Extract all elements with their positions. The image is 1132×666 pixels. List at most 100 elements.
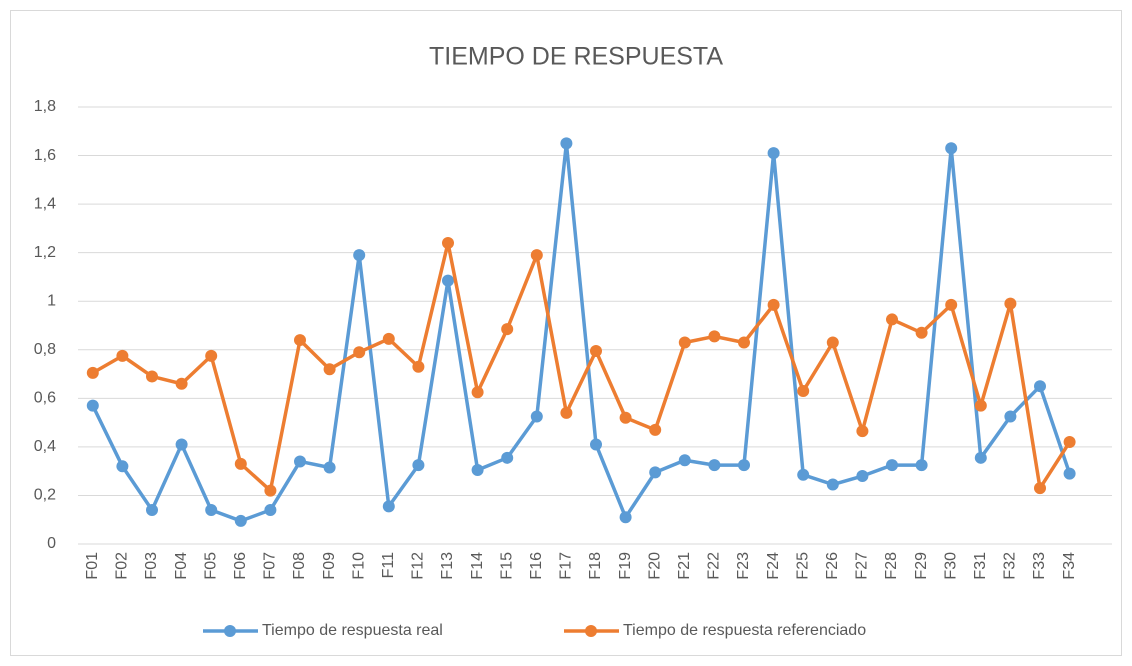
point — [323, 363, 336, 376]
point — [1004, 297, 1017, 310]
point — [708, 459, 721, 472]
point — [649, 423, 662, 436]
point — [86, 366, 99, 379]
x-tick-label: F25 — [794, 552, 811, 580]
point — [826, 336, 839, 349]
x-tick-label: F04 — [173, 552, 190, 580]
point — [886, 313, 898, 326]
x-tick-label: F22 — [706, 552, 723, 580]
point — [501, 323, 514, 336]
x-tick-label: F12 — [410, 552, 427, 580]
point — [708, 330, 721, 343]
point — [619, 411, 632, 424]
point — [678, 336, 691, 349]
point — [886, 459, 898, 472]
x-tick-label: F01 — [84, 552, 101, 580]
x-tick-label: F08 — [291, 552, 308, 580]
point — [264, 504, 277, 517]
x-tick-label: F07 — [262, 552, 279, 580]
x-tick-label: F30 — [942, 552, 959, 580]
x-tick-label: F06 — [232, 552, 249, 580]
point — [797, 468, 810, 481]
y-tick-label: 0,8 — [34, 341, 56, 358]
point — [146, 370, 158, 383]
x-tick-label: F05 — [202, 552, 219, 580]
x-tick-label: F19 — [617, 552, 634, 580]
x-tick-label: F16 — [528, 552, 545, 580]
legend-label: Tiempo de respuesta referenciado — [623, 622, 866, 639]
x-tick-label: F10 — [350, 552, 367, 580]
y-tick-label: 1,2 — [34, 244, 56, 261]
x-tick-label: F23 — [735, 552, 752, 580]
point — [945, 298, 958, 311]
y-tick-label: 0 — [47, 535, 56, 552]
point — [205, 349, 218, 362]
x-tick-label: F21 — [676, 552, 693, 580]
x-tick-label: F02 — [114, 552, 131, 580]
point — [856, 470, 869, 483]
point — [116, 349, 129, 362]
point — [382, 332, 395, 345]
y-tick-label: 1,4 — [34, 195, 56, 212]
point — [412, 459, 425, 472]
point — [530, 249, 543, 262]
point — [915, 459, 928, 472]
x-tick-label: F34 — [1061, 552, 1078, 580]
point — [945, 142, 958, 155]
point — [353, 249, 366, 262]
y-tick-label: 1,6 — [34, 147, 56, 164]
legend-marker — [585, 625, 597, 637]
point — [382, 500, 395, 513]
point — [442, 236, 454, 249]
point — [974, 451, 987, 464]
x-tick-label: F32 — [1002, 552, 1019, 580]
chart-title: TIEMPO DE RESPUESTA — [429, 43, 723, 71]
y-tick-label: 0,4 — [34, 438, 56, 455]
point — [294, 334, 306, 347]
point — [560, 406, 573, 419]
x-tick-label: F28 — [883, 552, 900, 580]
point — [619, 511, 632, 524]
point — [471, 386, 484, 399]
y-tick-label: 1,8 — [34, 98, 56, 115]
x-tick-label: F09 — [321, 552, 338, 580]
point — [412, 360, 425, 373]
y-tick-label: 0,2 — [34, 487, 56, 504]
point — [560, 137, 573, 150]
y-tick-label: 1 — [47, 292, 56, 309]
x-tick-label: F20 — [646, 552, 663, 580]
point — [205, 504, 218, 517]
point — [767, 298, 780, 311]
point — [856, 425, 869, 438]
point — [974, 399, 987, 412]
point — [175, 438, 188, 451]
point — [738, 336, 750, 349]
x-tick-label: F14 — [469, 552, 486, 580]
x-tick-label: F15 — [498, 552, 515, 580]
point — [294, 455, 306, 468]
chart-border — [10, 10, 1122, 656]
point — [501, 451, 514, 464]
point — [1004, 410, 1017, 423]
point — [323, 461, 336, 474]
point — [678, 454, 691, 467]
y-tick-label: 0,6 — [34, 390, 56, 407]
point — [116, 460, 129, 473]
point — [234, 457, 247, 470]
x-tick-label: F17 — [558, 552, 575, 580]
point — [649, 466, 662, 479]
point — [175, 377, 188, 390]
point — [1034, 380, 1046, 393]
series-line — [91, 141, 1072, 523]
point — [738, 459, 750, 472]
x-tick-label: F13 — [439, 552, 456, 580]
point — [353, 346, 366, 359]
x-tick-label: F03 — [143, 552, 160, 580]
point — [1063, 436, 1076, 449]
point — [767, 147, 780, 160]
legend-label: Tiempo de respuesta real — [262, 622, 443, 639]
point — [915, 326, 928, 339]
x-tick-label: F18 — [587, 552, 604, 580]
series-line — [91, 241, 1072, 493]
